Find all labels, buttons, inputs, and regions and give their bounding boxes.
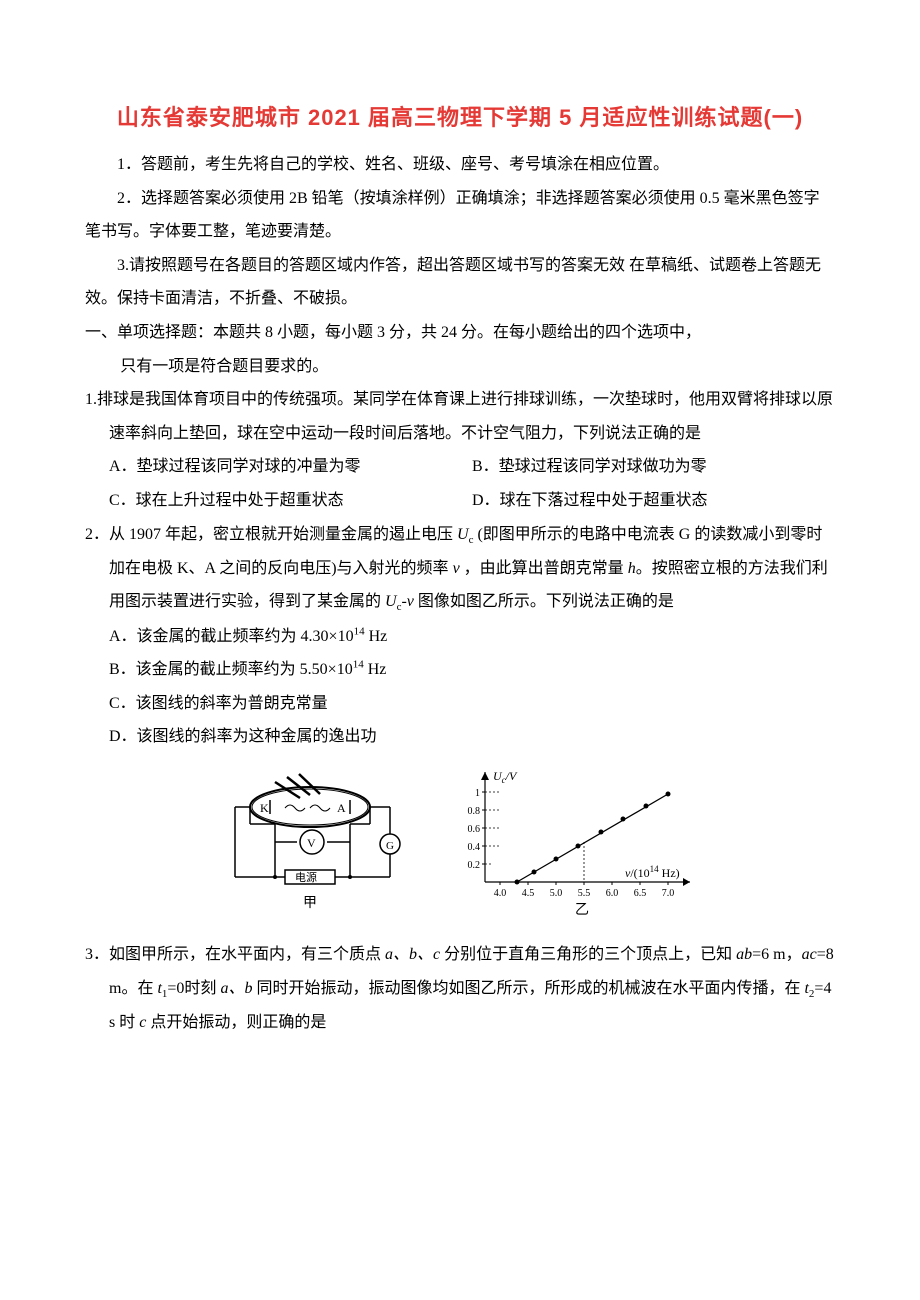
q3-p5: =0时刻	[167, 980, 220, 997]
question-2: 2．从 1907 年起，密立根就开始测量金属的遏止电压 Uc (即图甲所示的电路…	[109, 518, 835, 620]
var-ab: ab	[736, 946, 752, 963]
q1-opt-b: B．垫球过程该同学对球做功为零	[472, 450, 835, 484]
q1-opt-d: D．球在下落过程中处于超重状态	[472, 484, 835, 518]
xtick-0: 4.0	[494, 888, 507, 899]
figure-row: K A G 电源 V 甲 Uc/V ν/	[85, 762, 835, 922]
var-abc: a、b、c	[385, 946, 440, 963]
var-h: h	[628, 560, 636, 577]
q2-opt-b: B．该金属的截止频率约为 5.50×1014 Hz	[109, 653, 835, 687]
q2-opt-a: A．该金属的截止频率约为 4.30×1014 Hz	[109, 620, 835, 654]
ytick-0: 0.2	[468, 860, 481, 871]
question-3: 3．如图甲所示，在水平面内，有三个质点 a、b、c 分别位于直角三角形的三个顶点…	[109, 938, 835, 1039]
q3-p6: 同时开始振动，振动图像均如图乙所示，所形成的机械波在水平面内传播，在	[252, 980, 804, 997]
q2b-sup: 14	[353, 659, 364, 671]
q2-opt-d: D．该图线的斜率为这种金属的逸出功	[109, 720, 835, 754]
question-1: 1.排球是我国体育项目中的传统强项。某同学在体育课上进行排球训练，一次垫球时，他…	[109, 383, 835, 450]
q1-row-1: A．垫球过程该同学对球的冲量为零 B．垫球过程该同学对球做功为零	[109, 450, 835, 484]
q2b-p2: Hz	[364, 661, 387, 678]
var-a-b: a、b	[220, 980, 252, 997]
svg-text:Uc/V: Uc/V	[493, 769, 518, 785]
var-nu2: ν	[407, 593, 414, 610]
xtick-5: 6.5	[634, 888, 647, 899]
q1-row-2: C．球在上升过程中处于超重状态 D．球在下落过程中处于超重状态	[109, 484, 835, 518]
xlabel-unit2: Hz)	[659, 866, 680, 880]
xtick-3: 5.5	[578, 888, 591, 899]
var-Uc2: U	[385, 593, 397, 610]
q1-opt-a: A．垫球过程该同学对球的冲量为零	[109, 450, 472, 484]
label-a: A	[337, 801, 346, 815]
instruction-2: 2．选择题答案必须使用 2B 铅笔（按填涂样例）正确填涂；非选择题答案必须使用 …	[85, 182, 835, 249]
label-k: K	[260, 801, 269, 815]
xtick-2: 5.0	[550, 888, 563, 899]
circuit-caption: 甲	[303, 896, 317, 911]
q2b-p1: B．该金属的截止频率约为 5.50×10	[109, 661, 353, 678]
svg-text:ν/(1014 Hz): ν/(1014 Hz)	[625, 864, 680, 880]
yticks: 0.2 0.4 0.6 0.8 1	[468, 788, 486, 871]
q2a-p1: A．该金属的截止频率约为 4.30×10	[109, 628, 354, 645]
q3-p3: =6 m，	[752, 946, 801, 963]
ytick-3: 0.8	[468, 806, 481, 817]
q2-p5: 图像如图乙所示。下列说法正确的是	[418, 593, 674, 610]
label-g: G	[386, 840, 394, 852]
q2a-p2: Hz	[365, 628, 388, 645]
ytick-1: 0.4	[468, 842, 481, 853]
xticks: 4.0 4.5 5.0 5.5 6.0 6.5 7.0	[494, 882, 675, 899]
section-1-header: 一、单项选择题：本题共 8 小题，每小题 3 分，共 24 分。在每小题给出的四…	[120, 316, 835, 350]
xtick-1: 4.5	[522, 888, 535, 899]
var-ac: ac	[802, 946, 817, 963]
sub-c: c	[469, 534, 474, 546]
q2-p1: 2．从 1907 年起，密立根就开始测量金属的遏止电压	[85, 526, 457, 543]
xtick-4: 6.0	[606, 888, 619, 899]
q2a-sup: 14	[354, 625, 365, 637]
label-source: 电源	[295, 870, 317, 884]
var-Uc: U	[457, 526, 469, 543]
ytick-2: 0.6	[468, 824, 481, 835]
ylabel-unit: /V	[505, 769, 518, 783]
sub-c2: c	[397, 602, 402, 614]
instruction-1: 1．答题前，考生先将自己的学校、姓名、班级、座号、考号填涂在相应位置。	[85, 148, 835, 182]
ytick-dashes	[485, 792, 500, 864]
circuit-diagram: K A G 电源 V 甲	[215, 762, 415, 922]
q2-opt-c: C．该图线的斜率为普朗克常量	[109, 687, 835, 721]
section-1-header-sub: 只有一项是符合题目要求的。	[120, 350, 835, 384]
label-v: V	[307, 836, 316, 850]
q3-p2: 分别位于直角三角形的三个顶点上，已知	[440, 946, 736, 963]
uc-nu-graph: Uc/V ν/(1014 Hz) 0.2 0.4 0.6 0.8 1 4.0 4…	[445, 762, 705, 922]
ytick-4: 1	[475, 788, 480, 799]
var-nu: ν	[453, 560, 460, 577]
q1-opt-c: C．球在上升过程中处于超重状态	[109, 484, 472, 518]
xtick-6: 7.0	[662, 888, 675, 899]
xlabel-unit: /(10	[630, 866, 649, 880]
graph-caption: 乙	[575, 902, 589, 918]
instruction-3: 3.请按照题号在各题目的答题区域内作答，超出答题区域书写的答案无效 在草稿纸、试…	[85, 249, 835, 316]
page-title: 山东省泰安肥城市 2021 届高三物理下学期 5 月适应性训练试题(一)	[85, 100, 835, 132]
q3-p8: 点开始振动，则正确的是	[146, 1014, 326, 1031]
q2-p3: ，由此算出普朗克常量	[464, 560, 628, 577]
q3-p1: 3．如图甲所示，在水平面内，有三个质点	[85, 946, 385, 963]
